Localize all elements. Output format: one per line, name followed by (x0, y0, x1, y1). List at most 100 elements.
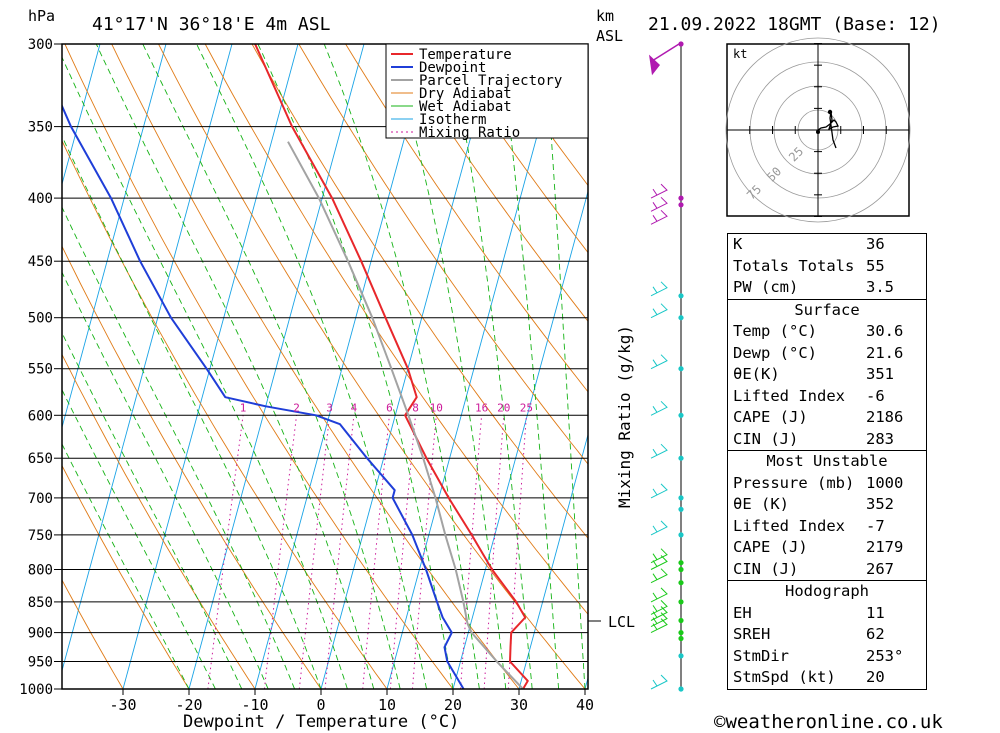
wind-level-dot (678, 599, 684, 605)
mixing-ratio-label: 16 (475, 401, 488, 414)
wind-barb (650, 618, 668, 634)
wind-barb (650, 587, 668, 603)
parcel-trajectory-line (287, 141, 524, 689)
isotherm-line (122, 44, 299, 689)
surface-dewp-value: 21.6 (866, 343, 904, 362)
plot-frame (61, 43, 589, 690)
legend-dewpoint: Dewpoint (419, 60, 486, 76)
stmspd-value: 20 (866, 668, 885, 686)
hodo-storm-motion (827, 109, 833, 115)
surface-section: Surface Temp (°C) 30.6 Dewp (°C) 21.6 θE(K… (728, 298, 926, 451)
k-index-row: K 36 (728, 234, 926, 256)
legend-isotherm: Isotherm (419, 112, 486, 128)
x-tick-label: -20 (175, 696, 202, 714)
wet-adiabat-line (62, 135, 322, 689)
eh-value: 11 (866, 603, 885, 622)
mixing-ratio-label: 4 (351, 401, 358, 414)
pressure-label: 450 (28, 254, 53, 270)
mu-li-label: Lifted Index (733, 516, 845, 535)
mu-li-value: -7 (866, 516, 885, 535)
wind-level-dot (678, 195, 684, 201)
wind-barb (650, 674, 668, 690)
isotherm-line (518, 432, 588, 689)
wind-level-dot (678, 412, 684, 418)
surface-temp-label: Temp (°C) (733, 322, 817, 340)
wind-level-dot (678, 293, 684, 299)
dry-adiabat-line (345, 44, 588, 393)
copyright: ©weatheronline.co.uk (714, 711, 943, 733)
eh-label: EH (733, 603, 752, 622)
hodo-origin (816, 130, 820, 134)
wind-level-dot (678, 580, 684, 586)
mixing-ratio-label: 20 (497, 401, 510, 414)
wind-level-dot (678, 532, 684, 538)
x-tick-label: 10 (378, 696, 396, 714)
wet-adiabat-line (62, 331, 243, 689)
mixing-ratio-line (324, 415, 355, 689)
wind-barb (650, 568, 668, 584)
mu-pres-value: 1000 (866, 473, 904, 492)
mixing-ratio-line (207, 415, 244, 689)
x-tick-label: 40 (576, 696, 594, 714)
wind-level-dot (678, 202, 684, 208)
wind-barb-feather (652, 215, 658, 222)
wind-barb (650, 303, 668, 319)
pressure-label: 350 (28, 120, 53, 136)
wind-barb (650, 443, 668, 459)
surface-cape-value: 2186 (866, 408, 904, 426)
surface-cin-label: CIN (J) (733, 429, 799, 448)
wind-level-dot (678, 506, 684, 512)
wind-barb-feather (652, 448, 658, 456)
hodo-trace (817, 111, 839, 149)
stmdir-value: 253° (866, 646, 904, 665)
wind-barb-feather (652, 592, 658, 600)
dry-adiabat-line (438, 44, 588, 254)
wind-barb-feather (652, 202, 658, 209)
wet-adiabat-line (544, 44, 586, 689)
surface-temp-value: 30.6 (866, 322, 904, 340)
pressure-unit: hPa (28, 7, 55, 25)
isotherm-line (320, 44, 497, 689)
wind-barb-feather (652, 406, 658, 413)
mixing-ratio-line (460, 415, 483, 689)
pw-value: 3.5 (866, 278, 894, 296)
dewpoint-line (62, 103, 465, 689)
km-label: km (596, 7, 614, 25)
pressure-label: 750 (28, 528, 53, 544)
sreh-value: 62 (866, 625, 885, 643)
tt-value: 55 (866, 256, 885, 275)
wind-barb-feather (652, 605, 658, 612)
wind-barb (650, 520, 668, 536)
mixing-ratio-label: 6 (386, 401, 393, 414)
surface-li-label: Lifted Index (733, 386, 845, 405)
surface-theta-value: 351 (866, 365, 894, 383)
wind-barb (650, 209, 668, 225)
wet-adiabat-line (62, 388, 216, 689)
wind-barb-feather (652, 488, 658, 496)
legend-parcel: Parcel Trajectory (419, 73, 562, 89)
x-tick-label: 20 (444, 696, 462, 714)
totals-row: Totals Totals 55 (728, 256, 926, 278)
x-tick-label: -10 (241, 696, 268, 714)
tt-label: Totals Totals (733, 256, 855, 275)
hodograph-params-title: Hodograph (785, 582, 869, 600)
wind-barb-feather (652, 286, 658, 294)
pressure-label: 900 (28, 626, 53, 642)
isotherm-line (386, 44, 563, 689)
asl-label: ASL (596, 27, 623, 45)
pressure-label: 300 (28, 37, 53, 53)
pressure-label: 1000 (19, 682, 53, 698)
isotherm-line (188, 44, 365, 689)
pressure-label: 600 (28, 408, 53, 424)
wind-barb (650, 612, 668, 628)
datetime-title: 21.09.2022 18GMT (Base: 12) (648, 14, 941, 35)
x-tick-label: 30 (510, 696, 528, 714)
mixing-ratio-label: 2 (293, 401, 300, 414)
wind-level-dot (678, 617, 684, 624)
pressure-label: 950 (28, 655, 53, 671)
lcl-label: LCL (608, 613, 635, 631)
mixing-ratio-line (389, 415, 416, 689)
wind-level-dot (678, 566, 684, 573)
mixing-ratio-label: 8 (412, 401, 419, 414)
